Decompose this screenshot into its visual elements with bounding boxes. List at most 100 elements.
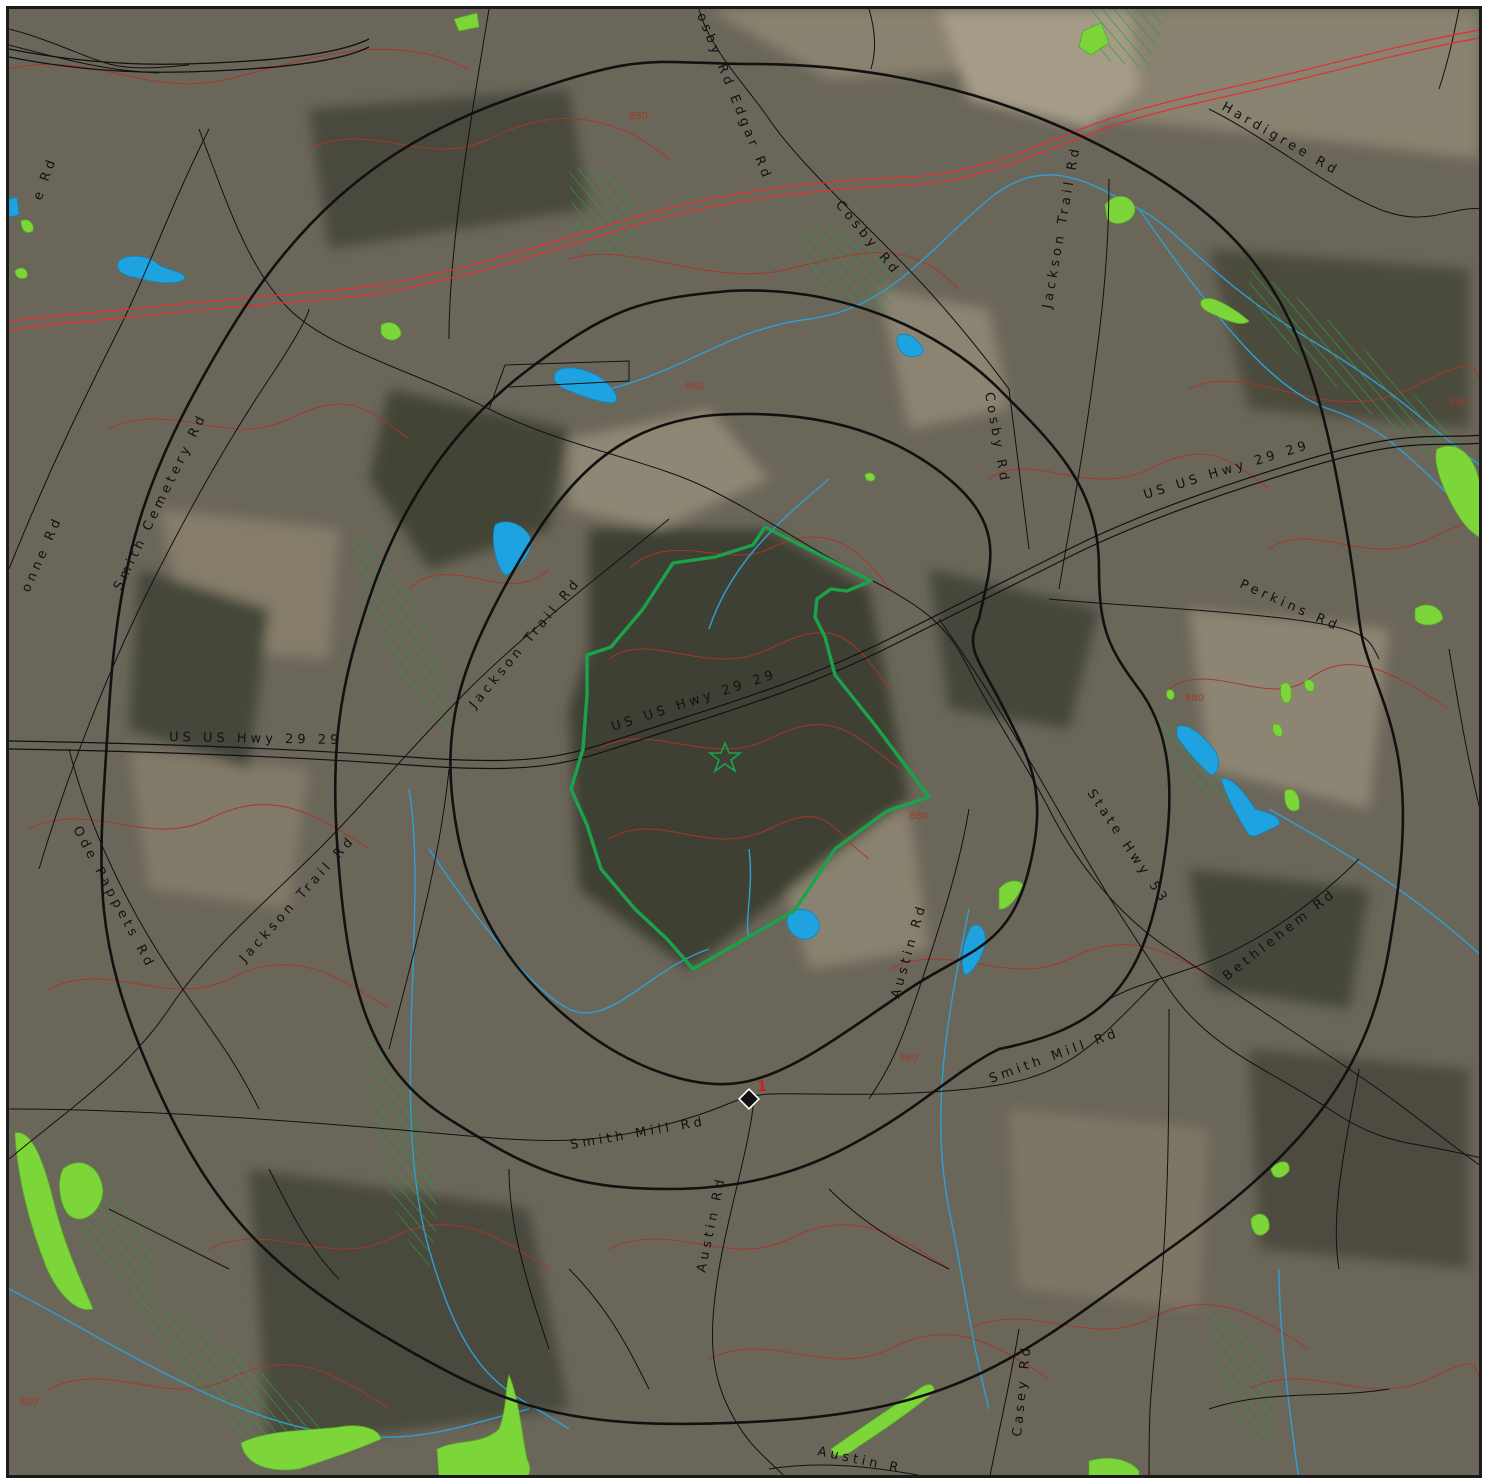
wetland-polygon	[1272, 723, 1283, 738]
railroad-layer	[9, 29, 1479, 330]
road	[1448, 648, 1479, 808]
railroad-rail	[9, 38, 370, 65]
road	[828, 1188, 950, 1270]
contour-line	[988, 453, 1270, 490]
site-centroid-star-icon[interactable]	[707, 740, 743, 774]
wetland-polygon	[1088, 1457, 1140, 1475]
road-main-diagonal	[198, 128, 1479, 1166]
field-area	[1189, 609, 1389, 809]
pond	[493, 521, 532, 576]
forest-area	[129, 569, 269, 769]
contour-label: 880	[629, 111, 648, 122]
stream	[1268, 808, 1479, 955]
contour-label: 800	[19, 1397, 38, 1408]
wetland-polygon	[1414, 604, 1444, 626]
forest-area	[249, 1169, 569, 1449]
road-perkins	[1048, 598, 1380, 660]
contour-line	[308, 118, 670, 160]
road	[1335, 1068, 1360, 1270]
contour-line	[28, 804, 370, 850]
road	[108, 1208, 230, 1270]
road	[508, 1168, 550, 1350]
contour-label: 880	[685, 381, 704, 392]
contour-label: 840	[1449, 397, 1468, 408]
road-austin-south	[711, 1098, 784, 1475]
wetland-polygon	[20, 219, 34, 233]
road	[868, 9, 876, 70]
forest-area	[929, 569, 1099, 729]
contour-line	[48, 964, 390, 1010]
contour-line	[598, 724, 900, 770]
buffer-rings	[100, 60, 1405, 1426]
road-onne	[9, 128, 210, 570]
contour-label: 880	[1185, 693, 1204, 704]
wetland-hatch	[349, 529, 449, 729]
road-jackson-trail-center	[9, 518, 670, 1160]
contour-line	[408, 568, 550, 590]
buffer-ring-inner[interactable]	[449, 412, 1039, 1086]
road	[568, 1268, 650, 1390]
buffer-ring-outer[interactable]	[100, 60, 1405, 1426]
pond	[117, 255, 186, 284]
wetland-polygon	[1250, 1213, 1270, 1236]
wetland-hatch	[569, 167, 637, 261]
stream	[1278, 1268, 1299, 1475]
map-canvas[interactable]: 880 840 880 880 880 880 800	[9, 9, 1482, 1478]
wetland-polygon	[59, 1162, 104, 1220]
sample-point-diamond-icon[interactable]	[737, 1087, 761, 1111]
highway-line	[9, 434, 1479, 762]
wetland-polygon	[864, 472, 876, 482]
wetland-polygon	[436, 1373, 531, 1475]
road	[388, 768, 450, 1050]
stream	[708, 478, 830, 630]
wetland-polygon	[1078, 22, 1110, 56]
wetland-polygon	[1166, 689, 1175, 700]
stream	[1138, 208, 1479, 525]
railroad-black	[9, 38, 370, 73]
road	[1148, 1008, 1170, 1475]
wetland-polygon	[1280, 682, 1292, 704]
pond	[1176, 725, 1219, 776]
water-layer	[9, 196, 1280, 976]
site-boundary	[569, 525, 931, 971]
wetland-polygon	[14, 267, 28, 279]
railroad-rail	[9, 29, 1479, 322]
forest-area	[1189, 869, 1369, 1009]
wetland-polygon	[240, 1425, 382, 1471]
contour-line	[1248, 1363, 1479, 1390]
road-austin-north	[868, 808, 970, 1100]
wetland-polygon	[1284, 788, 1300, 812]
sample-point[interactable]: 1	[737, 1079, 767, 1111]
wetland-polygon	[1435, 445, 1479, 538]
road-hardigree	[1208, 108, 1479, 218]
road	[448, 9, 490, 340]
wetland-polygon	[1270, 1161, 1290, 1178]
road-label-us-hwy-29-west: US US Hwy 29 29	[169, 730, 342, 748]
contour-line	[708, 1334, 1050, 1380]
wetland-hatch	[1209, 1309, 1277, 1449]
contour-line	[888, 944, 1230, 990]
road	[268, 1168, 340, 1280]
site-boundary-polygon[interactable]	[569, 525, 931, 971]
contour-line	[9, 48, 470, 85]
stream	[940, 908, 990, 1410]
wetland-hatch	[129, 1289, 349, 1469]
forest-area	[369, 389, 569, 569]
sample-point-label: 1	[757, 1079, 767, 1095]
contour-line	[968, 1304, 1310, 1350]
road-ode-pappets	[68, 748, 260, 1110]
stream	[428, 848, 710, 1014]
road-austin-bottom	[768, 1464, 921, 1475]
contour-label: 880	[909, 811, 928, 822]
road-smith-cemetery	[38, 308, 310, 870]
pond	[1220, 778, 1280, 837]
buffer-ring-middle[interactable]	[333, 289, 1171, 1191]
map-frame: 880 840 880 880 880 880 800	[6, 6, 1482, 1478]
wetland-polygon	[1104, 196, 1136, 224]
contour-line	[608, 816, 870, 860]
contour-line	[608, 1224, 950, 1270]
road-cosby	[698, 9, 1030, 550]
wetland-polygon	[453, 12, 480, 32]
wetland-layer	[14, 12, 1479, 1475]
forest-area	[309, 89, 589, 249]
